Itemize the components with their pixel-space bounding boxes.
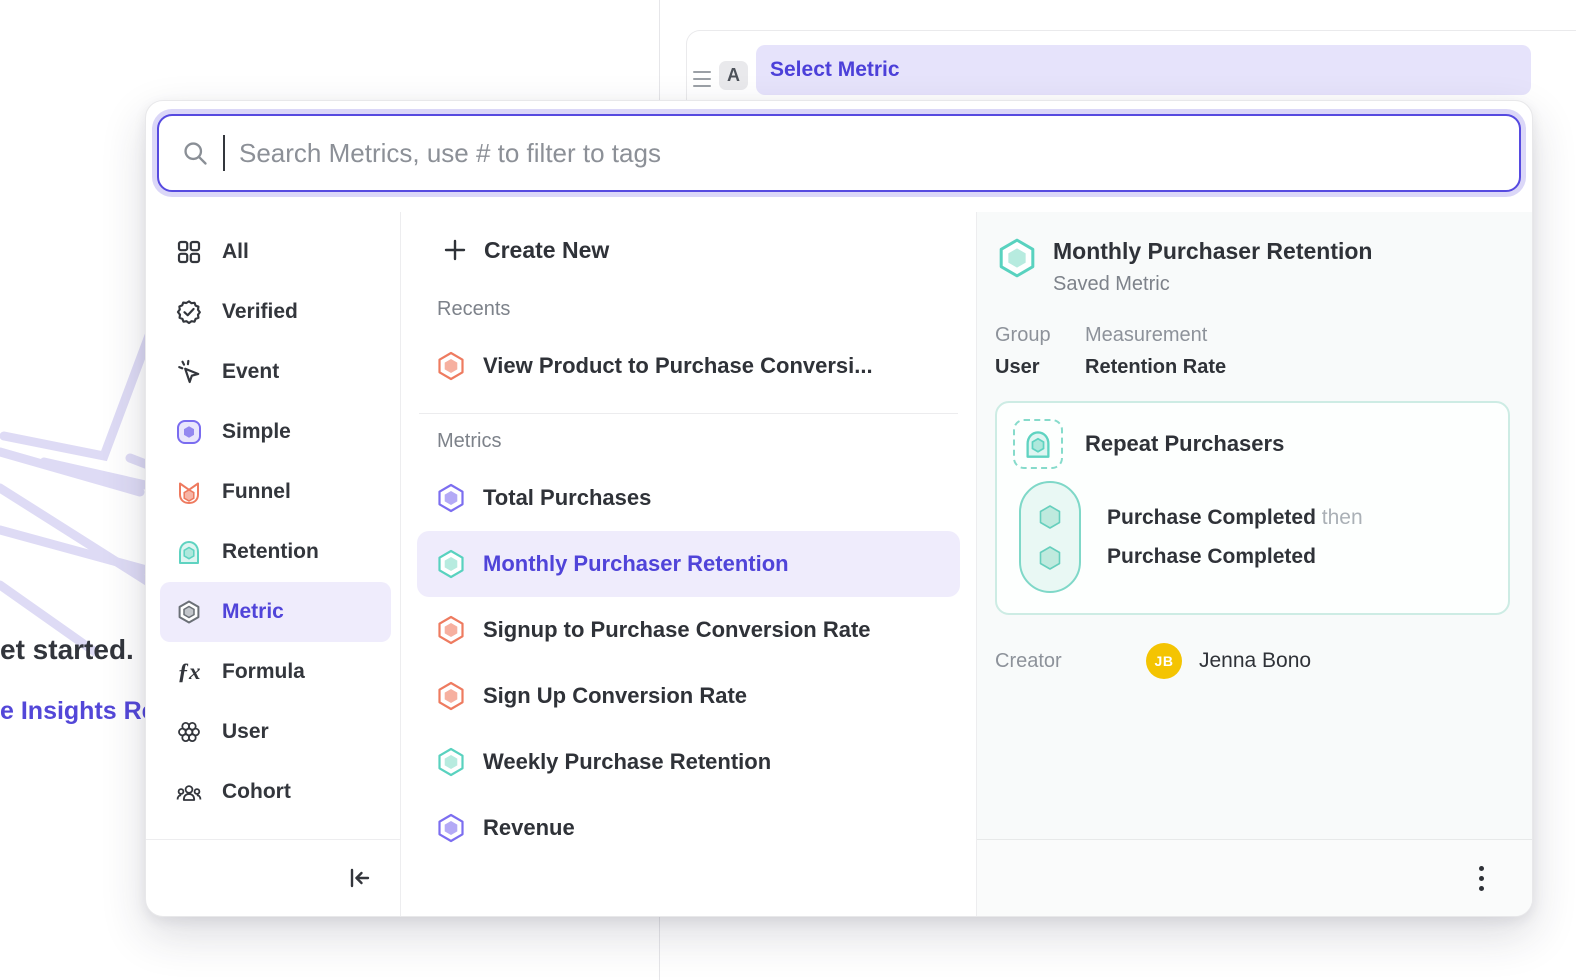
- creator-avatar: JB: [1146, 643, 1182, 679]
- metric-item-label: Signup to Purchase Conversion Rate: [483, 617, 871, 642]
- section-divider: [419, 413, 958, 414]
- search-icon: [184, 142, 207, 165]
- metric-list-item[interactable]: Total Purchases: [417, 465, 960, 531]
- metric-hexagon-icon: [176, 599, 202, 625]
- metric-item-label: Weekly Purchase Retention: [483, 749, 772, 774]
- sidebar-item-formula[interactable]: ƒx Formula: [160, 642, 391, 702]
- sidebar-item-cohort[interactable]: Cohort: [160, 762, 391, 822]
- metric-list-item[interactable]: Sign Up Conversion Rate: [417, 663, 960, 729]
- hexagon-metric-icon-purple: [435, 482, 467, 514]
- metric-list-item[interactable]: Revenue: [417, 795, 960, 861]
- metric-item-label: Sign Up Conversion Rate: [483, 683, 748, 708]
- definition-name: Repeat Purchasers: [1085, 431, 1285, 456]
- sidebar-item-verified[interactable]: Verified: [160, 282, 391, 342]
- metric-item-label: Revenue: [483, 815, 575, 840]
- group-label: Group: [995, 324, 1051, 346]
- metrics-heading: Metrics: [437, 430, 502, 452]
- formula-fx-icon: ƒx: [177, 659, 201, 684]
- sidebar-item-label: Cohort: [222, 780, 291, 803]
- sidebar-item-label: Metric: [222, 600, 284, 623]
- verified-badge-icon: [176, 299, 202, 325]
- sidebar-item-label: Funnel: [222, 480, 291, 503]
- hexagon-metric-icon-teal: [995, 236, 1039, 296]
- sidebar-item-label: All: [222, 240, 249, 263]
- creator-name: Jenna Bono: [1199, 649, 1312, 672]
- grid-icon: [176, 239, 202, 265]
- sidebar-item-label: User: [222, 720, 269, 743]
- insights-report-link[interactable]: e Insights Re: [0, 697, 156, 725]
- hexagon-metric-icon-purple: [435, 812, 467, 844]
- event-cursor-icon: [176, 359, 202, 385]
- group-value: User: [995, 356, 1040, 378]
- then-word: then: [1321, 505, 1363, 529]
- search-bar[interactable]: [157, 114, 1521, 192]
- metric-item-label: View Product to Purchase Conversi...: [483, 353, 873, 378]
- step-2-event: Purchase Completed: [1107, 544, 1316, 568]
- metric-list-item-selected[interactable]: Monthly Purchaser Retention: [417, 531, 960, 597]
- select-metric-field[interactable]: Select Metric: [756, 45, 1531, 95]
- hexagon-metric-icon-coral: [435, 614, 467, 646]
- hexagon-step-icon: [1039, 545, 1061, 570]
- definition-card: Repeat Purchasers: [995, 401, 1510, 615]
- metric-picker-modal: All Verified: [145, 100, 1533, 917]
- series-a-badge: A: [719, 60, 748, 90]
- metric-item-label: Total Purchases: [483, 485, 652, 510]
- collapse-left-icon[interactable]: [346, 865, 372, 891]
- sidebar-item-label: Event: [222, 360, 280, 383]
- retention-metric-icon: [1013, 419, 1063, 469]
- measurement-value: Retention Rate: [1085, 356, 1227, 378]
- recents-heading: Recents: [437, 298, 511, 320]
- sidebar-item-label: Retention: [222, 540, 319, 563]
- measurement-label: Measurement: [1085, 324, 1208, 346]
- hexagon-metric-icon-coral: [435, 350, 467, 382]
- search-input[interactable]: [239, 137, 1497, 169]
- sidebar-item-label: Simple: [222, 420, 291, 443]
- funnel-metric-icon: [176, 479, 202, 505]
- sidebar-item-label: Verified: [222, 300, 298, 323]
- hexagon-metric-icon-coral: [435, 680, 467, 712]
- text-caret: [223, 135, 225, 171]
- plus-icon: [444, 239, 466, 261]
- sidebar-item-metric[interactable]: Metric: [160, 582, 391, 642]
- category-sidebar: All Verified: [146, 212, 401, 916]
- sidebar-item-funnel[interactable]: Funnel: [160, 462, 391, 522]
- simple-metric-icon: [176, 419, 202, 445]
- sidebar-item-label: Formula: [222, 660, 305, 683]
- metric-list-item[interactable]: Signup to Purchase Conversion Rate: [417, 597, 960, 663]
- metric-list-item[interactable]: Weekly Purchase Retention: [417, 729, 960, 795]
- retention-steps-capsule: [1019, 481, 1081, 593]
- hexagon-metric-icon-teal: [435, 746, 467, 778]
- step-1-event: Purchase Completed: [1107, 505, 1316, 529]
- sidebar-item-event[interactable]: Event: [160, 342, 391, 402]
- get-started-text: et started.: [0, 634, 134, 665]
- user-cluster-icon: [176, 719, 202, 745]
- kebab-menu-icon[interactable]: [1473, 860, 1490, 897]
- metric-details-panel: Monthly Purchaser Retention Saved Metric…: [976, 212, 1532, 916]
- metric-list-panel: Create New Recents View Product to Purch…: [401, 212, 976, 916]
- create-new-button[interactable]: Create New: [417, 218, 960, 282]
- create-new-label: Create New: [484, 236, 610, 263]
- creator-label: Creator: [995, 649, 1062, 672]
- hexagon-step-icon: [1039, 504, 1061, 529]
- cohort-people-icon: [176, 779, 202, 805]
- sidebar-item-all[interactable]: All: [160, 222, 391, 282]
- sidebar-item-retention[interactable]: Retention: [160, 522, 391, 582]
- details-title: Monthly Purchaser Retention: [1053, 238, 1373, 264]
- metric-list-item[interactable]: View Product to Purchase Conversi...: [417, 333, 960, 399]
- sidebar-item-simple[interactable]: Simple: [160, 402, 391, 462]
- sidebar-item-user[interactable]: User: [160, 702, 391, 762]
- select-metric-label: Select Metric: [770, 58, 900, 81]
- retention-metric-icon: [176, 539, 202, 565]
- metric-item-label: Monthly Purchaser Retention: [483, 551, 789, 576]
- details-subtitle: Saved Metric: [1053, 273, 1170, 295]
- drag-handle-icon[interactable]: [693, 70, 711, 87]
- hexagon-metric-icon-teal: [435, 548, 467, 580]
